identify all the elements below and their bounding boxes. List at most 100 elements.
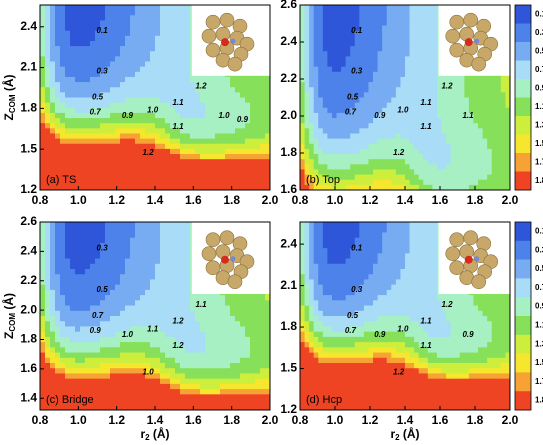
contour-cell (220, 87, 226, 93)
contour-cell (432, 143, 438, 150)
contour-cell (327, 61, 333, 68)
contour-cell (160, 399, 166, 406)
contour-cell (190, 378, 196, 385)
contour-cell (55, 66, 61, 73)
contour-cell (90, 321, 96, 327)
contour-cell (459, 143, 465, 150)
contour-cell (318, 82, 324, 88)
contour-cell (110, 310, 116, 317)
contour-cell (427, 15, 433, 21)
contour-cell (160, 383, 166, 390)
contour-cell (500, 179, 506, 186)
contour-cell (195, 368, 201, 374)
contour-cell (336, 107, 342, 114)
contour-cell (85, 35, 91, 42)
contour-cell (363, 184, 369, 191)
contour-cell (313, 92, 319, 98)
contour-cell (115, 258, 121, 265)
contour-cell (135, 154, 141, 160)
contour-cell (220, 321, 226, 327)
contour-cell (80, 56, 86, 62)
contour-cell (368, 148, 374, 155)
contour-cell (455, 76, 461, 83)
contour-cell (245, 300, 251, 306)
contour-cell (120, 66, 126, 73)
contour-cell (80, 242, 86, 249)
contour-cell (140, 389, 146, 395)
contour-cell (205, 326, 211, 333)
contour-cell (50, 87, 56, 93)
contour-cell (165, 399, 171, 406)
contour-cell (418, 30, 424, 37)
contour-cell (135, 222, 141, 228)
contour-cell (180, 368, 186, 374)
contour-cell (135, 258, 141, 265)
atom (471, 56, 487, 72)
contour-cell (180, 295, 186, 301)
contour-cell (170, 20, 176, 26)
contour-cell (155, 40, 161, 47)
contour-cell (125, 179, 131, 186)
contour-cell (175, 326, 181, 333)
contour-cell (90, 148, 96, 155)
contour-cell (235, 295, 241, 301)
contour-cell (418, 107, 424, 114)
contour-cell (468, 159, 474, 165)
contour-cell (145, 269, 151, 275)
contour-cell (170, 25, 176, 32)
contour-cell (391, 154, 397, 160)
contour-cell (70, 248, 76, 254)
contour-cell (45, 331, 51, 338)
contour-cell (205, 357, 211, 364)
contour-cell (65, 222, 71, 228)
contour-cell (368, 30, 374, 37)
contour-cell (65, 133, 71, 140)
contour-cell (110, 128, 116, 134)
contour-cell (80, 295, 86, 301)
contour-cell (80, 263, 86, 270)
contour-cell (322, 107, 328, 114)
contour-cell (436, 174, 442, 181)
contour-cell (382, 159, 388, 165)
contour-cell (135, 368, 141, 374)
contour-cell (145, 300, 151, 306)
contour-cell (75, 133, 81, 140)
contour-cell (432, 112, 438, 119)
contour-cell (85, 118, 91, 124)
contour-cell (95, 253, 101, 259)
contour-cell (100, 237, 106, 244)
contour-cell (150, 295, 156, 301)
contour-cell (220, 305, 226, 312)
contour-cell (115, 248, 121, 254)
contour-cell (250, 399, 256, 406)
contour-cell (359, 138, 365, 145)
contour-cell (135, 174, 141, 181)
contour-cell (210, 389, 216, 395)
contour-cell (65, 30, 71, 37)
contour-cell (391, 25, 397, 32)
contour-cell (464, 76, 470, 83)
contour-cell (65, 118, 71, 124)
contour-cell (85, 279, 91, 286)
contour-cell (130, 316, 136, 322)
contour-cell (318, 143, 324, 150)
contour-cell (165, 305, 171, 312)
contour-cell (115, 46, 121, 52)
contour-cell (160, 279, 166, 286)
contour-cell (140, 326, 146, 333)
contour-cell (205, 128, 211, 134)
contour-cell (354, 107, 360, 114)
contour-cell (309, 159, 315, 165)
contour-cell (50, 20, 56, 26)
contour-cell (455, 164, 461, 170)
contour-cell (409, 40, 415, 47)
contour-cell (220, 347, 226, 353)
contour-cell (368, 20, 374, 26)
contour-cell (80, 331, 86, 338)
contour-cell (155, 300, 161, 306)
contour-cell (75, 347, 81, 353)
contour-cell (125, 51, 131, 57)
contour-cell (65, 399, 71, 406)
contour-cell (441, 112, 447, 119)
atom (445, 28, 461, 44)
